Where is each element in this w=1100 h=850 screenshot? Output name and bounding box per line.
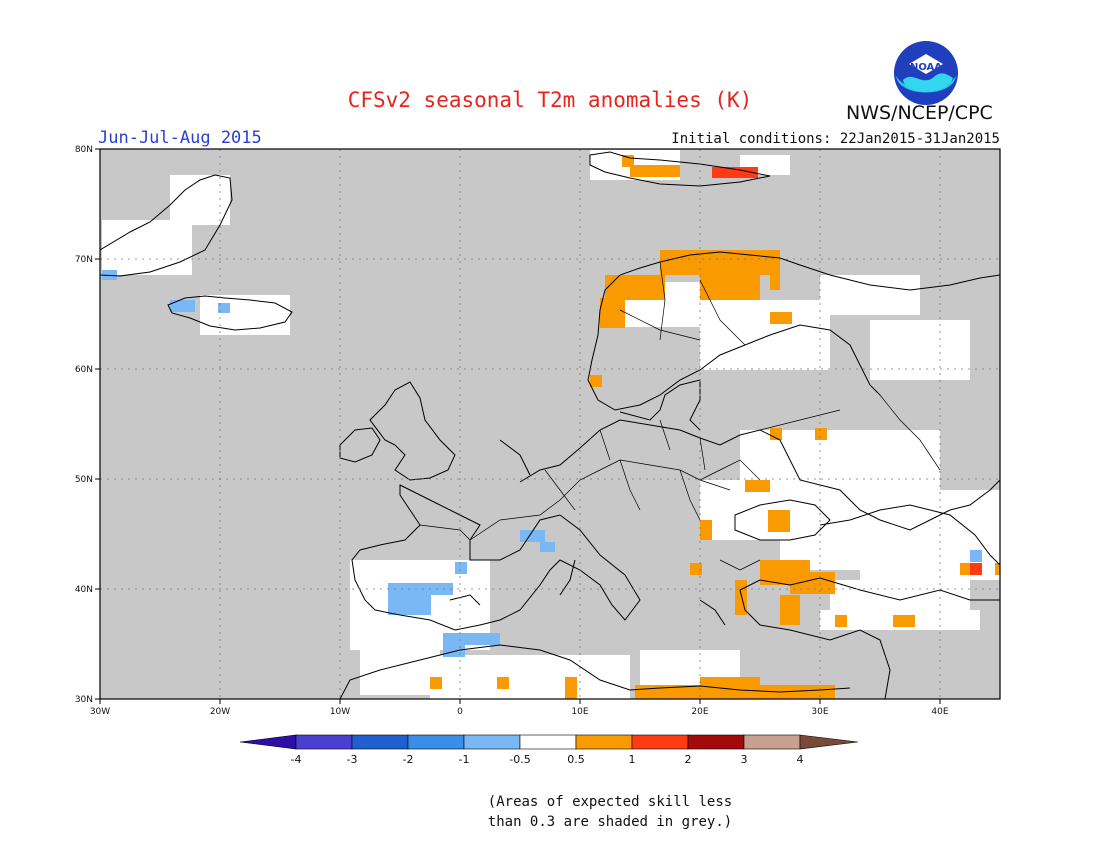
lat-tick-label: 40N bbox=[75, 585, 93, 595]
lon-tick-label: 0 bbox=[457, 707, 463, 717]
footnote-line: (Areas of expected skill less bbox=[487, 794, 733, 810]
colorbar-label: 1 bbox=[629, 753, 636, 766]
lat-tick-label: 60N bbox=[75, 365, 93, 375]
colorbar-swatch bbox=[407, 734, 465, 750]
colorbar-label: 2 bbox=[685, 753, 692, 766]
colorbar-label: -4 bbox=[291, 753, 302, 766]
lon-tick-label: 10E bbox=[571, 707, 588, 717]
footnote-line: than 0.3 are shaded in grey.) bbox=[487, 814, 733, 830]
colorbar-label: 3 bbox=[741, 753, 748, 766]
colorbar-swatch bbox=[743, 734, 801, 750]
agency-label: NWS/NCEP/CPC bbox=[846, 102, 993, 124]
lat-tick-label: 30N bbox=[75, 695, 93, 705]
colorbar-swatch bbox=[519, 734, 577, 750]
hot-anomaly-regions bbox=[712, 167, 982, 575]
lon-tick-label: 10W bbox=[330, 707, 350, 717]
colorbar-label: 0.5 bbox=[567, 753, 585, 766]
lon-tick-label: 20W bbox=[210, 707, 230, 717]
noaa-logo-icon: NOAA bbox=[894, 41, 958, 105]
map-title: CFSv2 seasonal T2m anomalies (K) bbox=[347, 88, 753, 112]
colorbar-label: -3 bbox=[347, 753, 358, 766]
colorbar-swatch bbox=[351, 734, 409, 750]
season-label: Jun-Jul-Aug 2015 bbox=[98, 128, 262, 148]
lon-tick-label: 30W bbox=[90, 707, 110, 717]
colorbar-swatch bbox=[687, 734, 745, 750]
gridlines bbox=[100, 149, 1000, 699]
svg-text:NOAA: NOAA bbox=[910, 62, 942, 73]
colorbar-swatches bbox=[239, 734, 859, 750]
country-borders bbox=[419, 261, 941, 571]
lon-tick-label: 20E bbox=[691, 707, 708, 717]
colorbar-label: -0.5 bbox=[509, 753, 530, 766]
lat-tick-label: 50N bbox=[75, 475, 93, 485]
footnote: (Areas of expected skill less than 0.3 a… bbox=[440, 792, 780, 832]
colorbar-swatch bbox=[295, 734, 353, 750]
colorbar-swatch-high-arrow bbox=[799, 734, 859, 750]
lat-tick-label: 80N bbox=[75, 145, 93, 155]
cool-anomaly-regions bbox=[102, 270, 982, 657]
lat-tick-label: 70N bbox=[75, 255, 93, 265]
initial-conditions-label: Initial conditions: 22Jan2015-31Jan2015 bbox=[671, 131, 1000, 147]
colorbar-swatch bbox=[631, 734, 689, 750]
colorbar-swatch bbox=[575, 734, 633, 750]
lon-tick-label: 40E bbox=[931, 707, 948, 717]
map-frame bbox=[99, 148, 1001, 700]
lon-tick-label: 30E bbox=[811, 707, 828, 717]
colorbar-swatch-low-arrow bbox=[239, 734, 297, 750]
colorbar-swatch bbox=[463, 734, 521, 750]
warm-anomaly-regions bbox=[430, 155, 1000, 699]
colorbar-label: -2 bbox=[403, 753, 414, 766]
colorbar-label: 4 bbox=[797, 753, 804, 766]
colorbar-label: -1 bbox=[459, 753, 470, 766]
coastlines bbox=[100, 151, 1000, 699]
tick-marks bbox=[95, 148, 941, 704]
